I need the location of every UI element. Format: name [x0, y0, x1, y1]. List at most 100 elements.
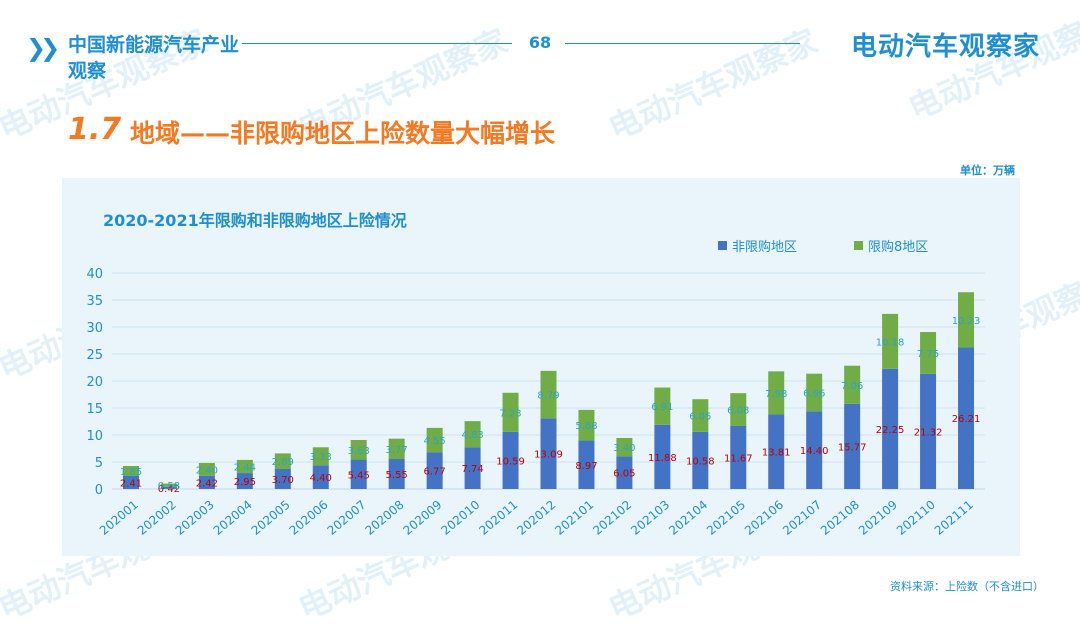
header-divider [565, 43, 800, 44]
bar-non-restricted [350, 459, 367, 489]
data-label-non-restricted: 5.45 [348, 470, 370, 481]
y-tick-label: 20 [86, 375, 103, 390]
data-label-non-restricted: 6.77 [423, 467, 445, 478]
bar-restricted [844, 365, 861, 404]
bar-restricted [654, 387, 671, 425]
data-label-non-restricted: 10.58 [686, 456, 715, 467]
data-label-restricted: 4.83 [461, 430, 483, 441]
data-label-non-restricted: 21.32 [914, 427, 943, 438]
brand-logo: 电动汽车观察家 [850, 32, 1040, 62]
x-tick-label: 202008 [363, 498, 407, 538]
data-label-restricted: 6.96 [803, 388, 825, 399]
x-tick-label: 202103 [628, 498, 672, 538]
bar-non-restricted [198, 475, 215, 489]
bar-restricted [122, 465, 139, 476]
data-label-non-restricted: 6.05 [613, 469, 635, 480]
data-label-non-restricted: 13.81 [762, 448, 791, 459]
data-label-restricted: 7.98 [765, 389, 787, 400]
chart-title: 2020-2021年限购和非限购地区上险情况 [103, 211, 407, 230]
x-tick-label: 202007 [325, 498, 369, 538]
data-label-restricted: 6.91 [651, 402, 673, 413]
data-label-non-restricted: 13.09 [534, 450, 563, 461]
bar-restricted [236, 459, 253, 474]
x-tick-label: 202006 [287, 498, 331, 538]
bar-restricted [882, 313, 899, 369]
bar-restricted [692, 399, 709, 432]
data-label-non-restricted: 2.95 [234, 477, 256, 488]
bar-restricted [160, 483, 177, 487]
legend-swatch [854, 241, 863, 250]
data-label-restricted: 7.23 [499, 408, 521, 419]
bar-restricted [540, 370, 557, 419]
data-label-non-restricted: 3.70 [272, 475, 294, 486]
data-label-restricted: 7.06 [841, 381, 863, 392]
bar-restricted [578, 409, 595, 441]
legend-label: 非限购地区 [732, 240, 798, 255]
bar-non-restricted [882, 368, 899, 489]
data-label-non-restricted: 2.42 [196, 478, 218, 489]
bar-non-restricted [160, 486, 177, 489]
data-label-restricted: 0.58 [158, 481, 180, 492]
header-divider [242, 43, 512, 44]
bar-restricted [768, 371, 785, 415]
bar-restricted [464, 421, 481, 448]
data-label-non-restricted: 22.25 [876, 425, 905, 436]
data-label-non-restricted: 11.67 [724, 453, 753, 464]
x-tick-label: 202104 [666, 498, 710, 538]
bar-non-restricted [502, 431, 519, 489]
data-label-restricted: 3.77 [386, 445, 408, 456]
x-tick-label: 202005 [249, 498, 293, 538]
bar-non-restricted [920, 373, 937, 489]
y-tick-label: 35 [86, 294, 103, 309]
data-label-non-restricted: 11.88 [648, 453, 677, 464]
x-tick-label: 202003 [173, 498, 217, 538]
y-tick-label: 30 [86, 321, 103, 336]
data-label-restricted: 1.85 [120, 467, 142, 478]
bar-non-restricted [578, 440, 595, 489]
section-title: 地域——非限购地区上险数量大幅增长 [130, 119, 556, 148]
y-tick-label: 15 [86, 402, 103, 417]
page-number: 68 [528, 33, 552, 52]
y-tick-label: 0 [95, 483, 103, 498]
bar-restricted [616, 437, 633, 457]
legend-item-restricted: 限购8地区 [854, 236, 928, 255]
bar-non-restricted [274, 469, 291, 489]
data-label-restricted: 6.05 [689, 412, 711, 423]
data-label-non-restricted: 15.77 [838, 442, 867, 453]
x-tick-label: 202111 [932, 498, 976, 538]
x-tick-label: 202004 [211, 498, 255, 538]
bar-restricted [806, 373, 823, 412]
data-label-non-restricted: 0.42 [158, 484, 180, 495]
bar-restricted [312, 447, 329, 466]
data-label-non-restricted: 7.74 [461, 464, 483, 475]
unit-label: 单位：万辆 [960, 164, 1015, 177]
bar-restricted [920, 332, 937, 374]
bar-restricted [274, 453, 291, 470]
x-tick-label: 202011 [476, 498, 520, 538]
data-label-restricted: 5.68 [575, 421, 597, 432]
x-tick-label: 202009 [400, 498, 444, 538]
x-tick-label: 202010 [438, 498, 482, 538]
data-label-restricted: 7.75 [917, 349, 939, 360]
bar-non-restricted [540, 418, 557, 489]
bar-non-restricted [236, 473, 253, 489]
data-label-restricted: 10.23 [952, 316, 981, 327]
bar-restricted [198, 462, 215, 476]
data-label-restricted: 2.44 [234, 462, 256, 473]
bar-non-restricted [616, 456, 633, 489]
x-tick-label: 202102 [590, 498, 634, 538]
bar-non-restricted [312, 465, 329, 489]
bar-non-restricted [654, 424, 671, 489]
legend-swatch [718, 241, 727, 250]
data-label-non-restricted: 2.41 [120, 478, 142, 489]
data-label-restricted: 10.18 [876, 337, 905, 348]
x-tick-label: 202001 [97, 498, 141, 538]
y-tick-label: 40 [86, 267, 103, 282]
bar-restricted [958, 292, 975, 348]
legend-label: 限购8地区 [868, 240, 929, 255]
data-label-non-restricted: 8.97 [575, 461, 597, 472]
x-tick-label: 202101 [552, 498, 596, 538]
data-label-non-restricted: 14.40 [800, 446, 829, 457]
x-tick-label: 202105 [704, 498, 748, 538]
bar-non-restricted [806, 411, 823, 489]
